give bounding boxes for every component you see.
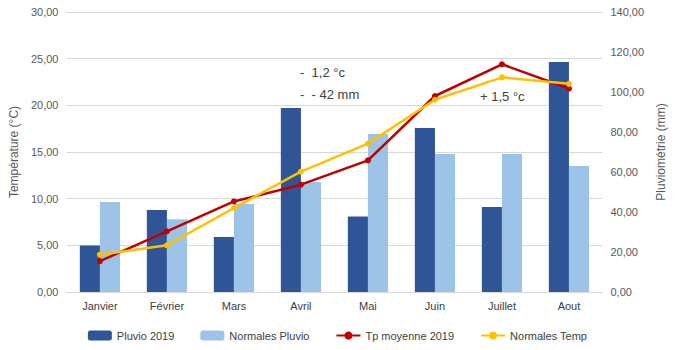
svg-text:- 1,2 °c: - 1,2 °c [300, 65, 345, 80]
svg-text:30,00: 30,00 [31, 6, 59, 18]
svg-text:+ 1,5 °c: + 1,5 °c [480, 89, 525, 104]
svg-text:20,00: 20,00 [31, 99, 59, 111]
svg-text:Aout: Aout [558, 300, 581, 312]
svg-text:40,00: 40,00 [610, 206, 638, 218]
svg-text:Pluviométrie (mm): Pluviométrie (mm) [654, 103, 668, 200]
svg-text:Mars: Mars [222, 300, 247, 312]
svg-text:120,00: 120,00 [610, 46, 644, 58]
svg-text:60,00: 60,00 [610, 166, 638, 178]
svg-text:Mai: Mai [359, 300, 377, 312]
svg-text:10,00: 10,00 [31, 193, 59, 205]
svg-text:Juillet: Juillet [488, 300, 516, 312]
svg-text:80,00: 80,00 [610, 126, 638, 138]
svg-text:25,00: 25,00 [31, 53, 59, 65]
svg-text:Pluvio 2019: Pluvio 2019 [117, 330, 175, 342]
svg-text:- - 42 mm: - - 42 mm [300, 87, 359, 102]
svg-text:Juin: Juin [425, 300, 445, 312]
svg-text:100,00: 100,00 [610, 86, 644, 98]
svg-text:Normales Pluvio: Normales Pluvio [229, 330, 309, 342]
svg-text:15,00: 15,00 [31, 146, 59, 158]
svg-text:Avril: Avril [290, 300, 311, 312]
svg-text:140,00: 140,00 [610, 6, 644, 18]
svg-text:Février: Février [150, 300, 185, 312]
svg-text:Température (°C): Température (°C) [7, 106, 21, 198]
svg-text:0,00: 0,00 [610, 286, 631, 298]
svg-text:20,00: 20,00 [610, 246, 638, 258]
svg-text:5,00: 5,00 [37, 239, 58, 251]
svg-text:Normales Temp: Normales Temp [510, 330, 587, 342]
svg-text:Tp moyenne 2019: Tp moyenne 2019 [365, 330, 454, 342]
svg-text:0,00: 0,00 [37, 286, 58, 298]
svg-text:Janvier: Janvier [82, 300, 118, 312]
